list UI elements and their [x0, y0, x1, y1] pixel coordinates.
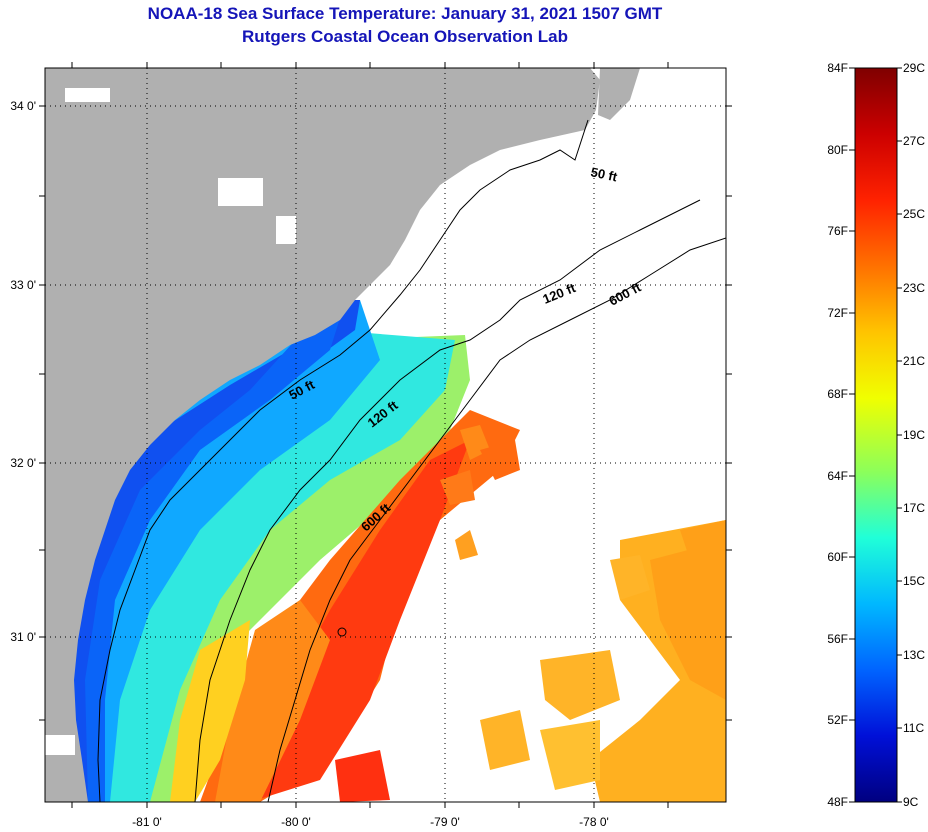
- cloud-patch: [65, 88, 110, 102]
- cloud-patch: [276, 216, 296, 244]
- colorbar-gradient: [854, 67, 898, 803]
- colorbar-label-c: 17C: [903, 501, 925, 515]
- colorbar-label-f: 76F: [827, 224, 848, 238]
- lon-label: -78 0': [579, 815, 609, 829]
- land-mass: [45, 68, 600, 802]
- colorbar-label-c: 9C: [903, 795, 919, 809]
- map-graticule: [45, 68, 726, 802]
- colorbar-label-f: 52F: [827, 713, 848, 727]
- colorbar-label-c: 29C: [903, 61, 925, 75]
- contour-120ft: [194, 199, 701, 802]
- lon-label: -81 0': [132, 815, 162, 829]
- lat-label: 33 0': [10, 278, 36, 292]
- map-subtitle: Rutgers Coastal Ocean Observation Lab: [242, 27, 568, 46]
- colorbar-label-f: 48F: [827, 795, 848, 809]
- colorbar-label-c: 25C: [903, 207, 925, 221]
- axis-ticks: [39, 62, 732, 808]
- lon-label: -79 0': [430, 815, 460, 829]
- colorbar-label-c: 21C: [903, 354, 925, 368]
- colorbar-label-f: 80F: [827, 143, 848, 157]
- colorbar-celsius-labels: 29C 27C 25C 23C 21C 19C 17C 15C 13C 11C …: [903, 61, 925, 809]
- colorbar-label-f: 84F: [827, 61, 848, 75]
- colorbar-label-f: 64F: [827, 469, 848, 483]
- map-plot-area: 50 ft 120 ft 600 ft 50 ft 120 ft 600 ft: [45, 68, 726, 802]
- contour-label-50ft-north: 50 ft: [589, 164, 619, 184]
- contour-seamount: [337, 627, 347, 637]
- map-frame: [44, 67, 727, 803]
- colorbar-label-c: 11C: [903, 721, 924, 735]
- latitude-labels: 34 0' 33 0' 32 0' 31 0': [10, 99, 36, 644]
- colorbar-label-f: 60F: [827, 550, 848, 564]
- colorbar-ticks: [849, 67, 902, 803]
- bathymetry-contours: [97, 119, 726, 802]
- colorbar-label-c: 19C: [903, 428, 925, 442]
- temperature-colorbar: 84F 80F 76F 72F 68F 64F 60F 56F 52F 48F …: [827, 61, 925, 809]
- colorbar-label-f: 72F: [827, 306, 848, 320]
- land-mass-northeast: [598, 68, 640, 120]
- lat-label: 32 0': [10, 456, 36, 470]
- colorbar-fahrenheit-labels: 84F 80F 76F 72F 68F 64F 60F 56F 52F 48F: [827, 61, 848, 809]
- cloud-patch: [45, 735, 75, 755]
- colorbar-label-c: 27C: [903, 134, 925, 148]
- colorbar-label-c: 23C: [903, 281, 925, 295]
- contour-600ft: [267, 237, 726, 802]
- colorbar-label-f: 56F: [827, 632, 848, 646]
- longitude-labels: -81 0' -80 0' -79 0' -78 0': [132, 815, 609, 829]
- colorbar-label-c: 13C: [903, 648, 925, 662]
- lat-label: 34 0': [10, 99, 36, 113]
- cloud-patch: [218, 178, 263, 206]
- colorbar-label-c: 15C: [903, 574, 925, 588]
- lat-label: 31 0': [10, 630, 36, 644]
- map-title: NOAA-18 Sea Surface Temperature: January…: [147, 4, 663, 23]
- lon-label: -80 0': [281, 815, 311, 829]
- sst-field: [70, 300, 726, 802]
- colorbar-label-f: 68F: [827, 387, 848, 401]
- contour-50ft: [97, 119, 589, 802]
